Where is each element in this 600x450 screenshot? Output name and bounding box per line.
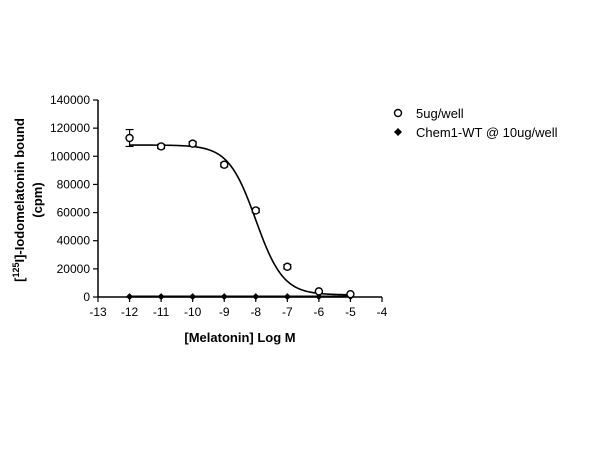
x-tick-label: -13	[89, 305, 107, 319]
x-tick-label: -11	[153, 305, 170, 319]
y-axis-title-post: I]-Iodomelatonin bound	[12, 118, 27, 262]
y-tick-label: 0	[83, 290, 90, 304]
y-tick-label: 100000	[50, 149, 90, 163]
data-point-series-2	[283, 293, 291, 301]
x-tick-label: -10	[184, 305, 202, 319]
y-axis-title-pre: [	[12, 277, 27, 282]
legend-marker-series-1	[393, 108, 403, 118]
x-tick-label: -6	[314, 305, 325, 319]
fit-curve-series-1	[129, 144, 351, 296]
y-tick-label: 40000	[57, 234, 91, 248]
legend-label-series-1: 5ug/well	[416, 106, 464, 121]
y-axis-title: [125I]-Iodomelatonin bound	[11, 118, 27, 282]
data-point-series-1	[125, 133, 134, 143]
data-point-series-1	[188, 139, 197, 148]
y-tick-label: 140000	[50, 93, 90, 107]
y-axis-title-unit: (cpm)	[30, 182, 45, 217]
data-point-series-1	[346, 289, 355, 299]
legend-marker-series-2	[394, 128, 402, 136]
y-tick-label: 20000	[57, 262, 91, 276]
y-axis-title-sup: 125	[11, 263, 21, 278]
y-tick-label: 120000	[50, 121, 90, 135]
data-point-series-2	[189, 293, 197, 301]
data-point-series-2	[157, 293, 165, 301]
x-tick-label: -8	[250, 305, 261, 319]
x-tick-label: -9	[219, 305, 230, 319]
x-axis-title: [Melatonin] Log M	[184, 330, 295, 345]
data-point-series-1	[220, 160, 229, 169]
data-point-series-1	[283, 262, 292, 271]
data-point-series-2	[252, 293, 260, 301]
x-tick-label: -5	[345, 305, 356, 319]
y-tick-label: 80000	[57, 177, 91, 191]
legend-label-series-2: Chem1-WT @ 10ug/well	[416, 125, 558, 140]
y-tick-label: 60000	[57, 206, 91, 220]
data-point-series-1	[314, 287, 324, 296]
plot-area: 0 20000 40000 60000 80000 100000 120000 140000 -…	[50, 93, 388, 319]
data-point-series-1	[156, 142, 166, 151]
x-tick-label: -7	[282, 305, 293, 319]
x-tick-label: -12	[121, 305, 139, 319]
x-tick-label: -4	[377, 305, 388, 319]
data-point-series-2	[126, 293, 134, 301]
data-point-series-1	[251, 206, 260, 215]
legend: 5ug/well Chem1-WT @ 10ug/well	[393, 106, 558, 140]
data-point-series-2	[220, 293, 228, 301]
